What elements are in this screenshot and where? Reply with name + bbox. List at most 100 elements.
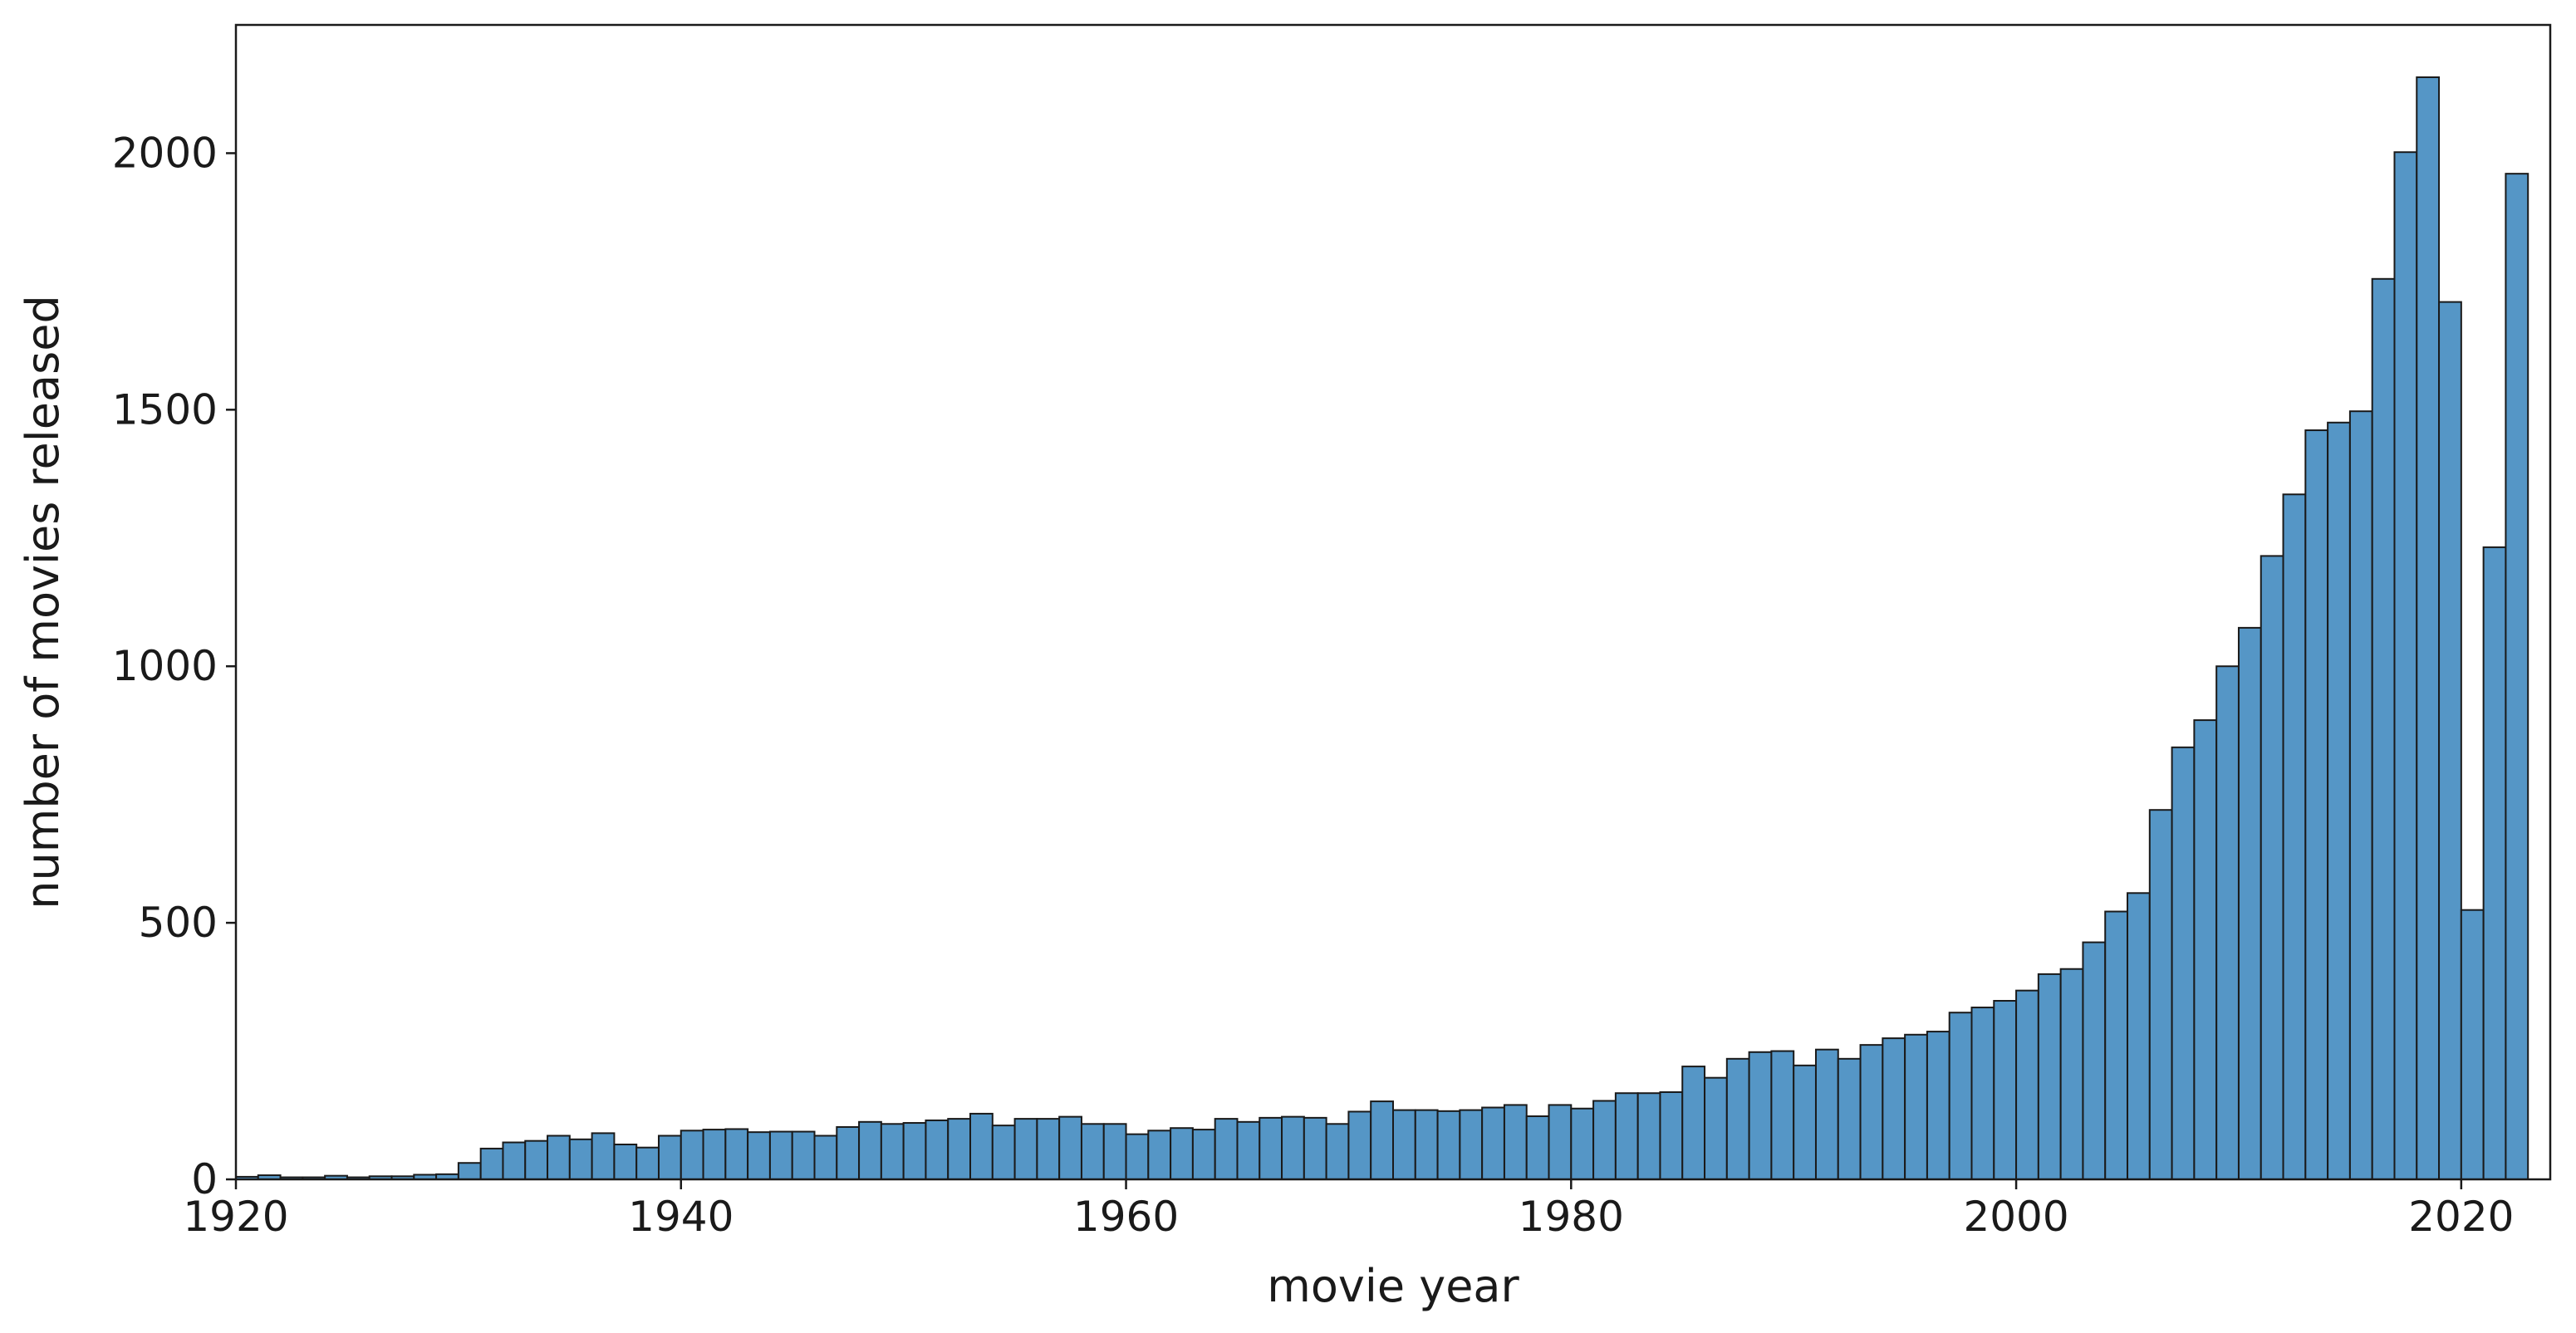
x-tick-label-1920: 1920 (183, 1193, 288, 1241)
bar-1987 (1725, 1057, 1750, 1181)
bar-1982 (1614, 1092, 1639, 1181)
y-axis: 0 500 1000 1500 2000 (112, 129, 236, 1203)
bar-2011 (2260, 555, 2284, 1180)
bar-2022 (2505, 173, 2529, 1181)
bar-1991 (1814, 1048, 1839, 1181)
bar-1967 (1281, 1115, 1305, 1180)
bar-1956 (1036, 1118, 1061, 1180)
bar-2002 (2059, 968, 2084, 1180)
bar-2010 (2237, 626, 2262, 1180)
bar-1939 (657, 1135, 682, 1181)
bar-1974 (1436, 1110, 1461, 1181)
y-tick-label-0: 0 (191, 1155, 218, 1203)
bar-1944 (768, 1130, 793, 1180)
bar-1984 (1659, 1090, 1684, 1181)
bar-1946 (813, 1135, 838, 1181)
bar-1971 (1370, 1100, 1395, 1180)
bar-2018 (2416, 76, 2441, 1181)
bar-1978 (1525, 1115, 1550, 1180)
bar-1968 (1303, 1116, 1327, 1181)
y-tick-label-1500: 1500 (112, 385, 218, 434)
x-tick-label-1960: 1960 (1073, 1193, 1179, 1241)
x-axis: 1920 1940 1960 1980 2000 2020 (183, 1179, 2514, 1241)
bar-1932 (502, 1141, 527, 1181)
bar-1947 (836, 1125, 861, 1181)
bar-2012 (2282, 493, 2307, 1180)
bar-1990 (1793, 1064, 1817, 1181)
bar-1966 (1259, 1116, 1283, 1181)
bar-2013 (2304, 429, 2329, 1180)
bar-2005 (2127, 892, 2151, 1181)
bar-1930 (457, 1162, 482, 1180)
bar-2019 (2438, 301, 2462, 1181)
y-tick-label-500: 500 (139, 899, 218, 947)
bar-1950 (902, 1122, 927, 1180)
bar-1998 (1970, 1007, 1995, 1180)
bar-1972 (1392, 1109, 1416, 1180)
bar-2000 (2015, 989, 2039, 1181)
bar-2015 (2348, 410, 2373, 1181)
bar-1979 (1548, 1104, 1573, 1181)
bar-1940 (680, 1130, 704, 1181)
bar-1933 (524, 1139, 549, 1180)
bar-2021 (2482, 546, 2507, 1180)
bar-1986 (1704, 1076, 1728, 1181)
bar-1994 (1882, 1037, 1906, 1180)
bar-1942 (724, 1128, 749, 1180)
bar-1981 (1592, 1100, 1617, 1180)
bar-2004 (2104, 910, 2129, 1181)
bar-1983 (1636, 1092, 1661, 1181)
bar-1934 (547, 1135, 571, 1181)
bar-1960 (1125, 1133, 1150, 1180)
bar-2001 (2037, 973, 2062, 1181)
bar-1995 (1904, 1033, 1928, 1180)
bar-1937 (613, 1143, 638, 1180)
bar-1989 (1770, 1050, 1795, 1180)
bar-1970 (1347, 1110, 1372, 1181)
bar-1935 (568, 1138, 593, 1181)
bar-2017 (2393, 151, 2418, 1181)
bar-1999 (1993, 1000, 2018, 1180)
bar-1959 (1102, 1123, 1127, 1181)
x-tick-label-2000: 2000 (1963, 1193, 2068, 1241)
bar-1976 (1481, 1106, 1505, 1180)
bar-2006 (2148, 809, 2173, 1180)
bar-1948 (858, 1120, 882, 1180)
bar-1957 (1058, 1115, 1082, 1180)
bar-1962 (1170, 1127, 1194, 1180)
bar-1963 (1191, 1129, 1216, 1181)
bar-2020 (2460, 909, 2485, 1180)
bar-1985 (1681, 1066, 1706, 1180)
bar-1941 (702, 1129, 727, 1181)
bar-1992 (1837, 1057, 1862, 1181)
bar-1958 (1080, 1123, 1105, 1181)
x-tick-label-1980: 1980 (1519, 1193, 1624, 1241)
bars-group (235, 76, 2529, 1181)
bar-1938 (635, 1146, 660, 1180)
bar-1975 (1459, 1109, 1484, 1180)
bar-2014 (2327, 421, 2351, 1180)
bar-1969 (1325, 1123, 1350, 1181)
bar-1943 (747, 1131, 771, 1180)
y-tick-label-1000: 1000 (112, 642, 218, 690)
y-axis-label: number of movies released (17, 295, 69, 909)
bar-1977 (1503, 1104, 1528, 1181)
bar-1954 (991, 1125, 1016, 1180)
bar-1961 (1147, 1130, 1172, 1181)
bar-1980 (1570, 1107, 1595, 1181)
bar-1951 (925, 1119, 949, 1181)
bar-1953 (969, 1112, 994, 1180)
bar-2007 (2171, 746, 2196, 1180)
bar-1997 (1948, 1012, 1973, 1180)
x-tick-label-2020: 2020 (2408, 1193, 2514, 1241)
bar-1973 (1414, 1109, 1439, 1180)
bar-1936 (591, 1132, 616, 1181)
y-tick-label-2000: 2000 (112, 129, 218, 177)
bar-1952 (947, 1118, 972, 1180)
bar-1955 (1013, 1118, 1038, 1180)
x-axis-label: movie year (1267, 1260, 1519, 1312)
bar-1993 (1859, 1044, 1884, 1180)
bar-2016 (2371, 277, 2396, 1180)
bar-2008 (2193, 719, 2218, 1180)
